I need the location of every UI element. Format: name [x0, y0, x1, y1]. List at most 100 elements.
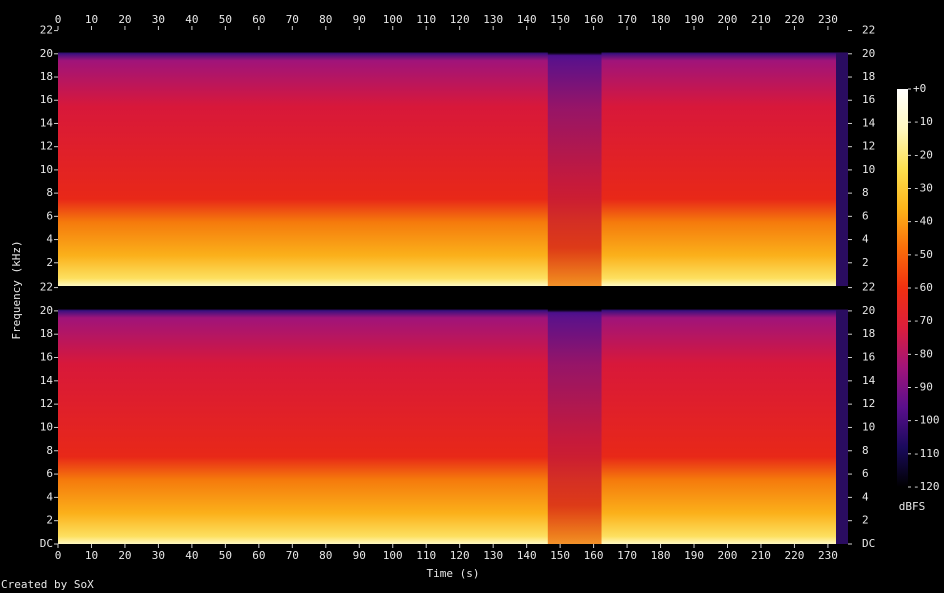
x-tick-label: 20 [118, 549, 131, 562]
colorbar-tick-label: -80 [913, 347, 933, 360]
x-tick-label: 210 [751, 13, 771, 26]
x-tick-label: 50 [219, 13, 232, 26]
x-tick-label: 20 [118, 13, 131, 26]
y-tick-label: 12 [40, 397, 53, 410]
x-tick-label: 170 [617, 549, 637, 562]
y-tick-label: 4 [862, 490, 869, 503]
x-tick-label: 110 [416, 549, 436, 562]
colorbar-tick-label: -40 [913, 215, 933, 228]
y-tick-label: 22 [862, 24, 875, 37]
x-tick-label: 30 [152, 13, 165, 26]
y-tick-label: 22 [40, 24, 53, 37]
x-tick-label: 200 [718, 13, 738, 26]
x-tick-label: 0 [55, 13, 62, 26]
y-tick-label: DC [862, 537, 875, 550]
x-tick-label: 140 [517, 549, 537, 562]
y-tick-label: 4 [46, 233, 53, 246]
x-tick-label: 230 [818, 13, 838, 26]
x-tick-label: 90 [353, 549, 366, 562]
y-tick-label: DC [40, 537, 53, 550]
spectrogram-channel [58, 287, 848, 544]
colorbar-tick-label: -50 [913, 248, 933, 261]
x-tick-label: 150 [550, 13, 570, 26]
y-tick-label: 8 [862, 186, 869, 199]
y-tick-label: 10 [40, 420, 53, 433]
colorbar-tick-label: -10 [913, 115, 933, 128]
y-tick-label: 18 [862, 327, 875, 340]
y-tick-label: 12 [40, 140, 53, 153]
x-tick-label: 70 [286, 13, 299, 26]
quiet-section [547, 287, 602, 544]
spectrogram-area [58, 30, 848, 544]
tail-fade [836, 53, 848, 286]
y-tick-label: 22 [862, 281, 875, 294]
footer: Created by SoX [1, 578, 94, 591]
x-tick-label: 40 [185, 13, 198, 26]
x-axis-label: Time (s) [427, 567, 480, 580]
x-tick-label: 130 [483, 13, 503, 26]
y-tick-label: 12 [862, 397, 875, 410]
colorbar-tick-label: +0 [913, 82, 926, 95]
x-tick-label: 200 [718, 549, 738, 562]
x-tick-label: 170 [617, 13, 637, 26]
y-tick-label: 10 [862, 163, 875, 176]
y-tick-label: 16 [40, 351, 53, 364]
x-tick-label: 160 [584, 13, 604, 26]
x-tick-label: 50 [219, 549, 232, 562]
colorbar-tick-label: -90 [913, 381, 933, 394]
y-tick-label: 2 [46, 256, 53, 269]
x-tick-label: 150 [550, 549, 570, 562]
colorbar-tick-label: -60 [913, 281, 933, 294]
y-tick-label: 2 [46, 514, 53, 527]
y-tick-label: 2 [862, 256, 869, 269]
x-tick-label: 120 [450, 13, 470, 26]
y-tick-label: 14 [40, 374, 54, 387]
x-tick-label: 220 [785, 549, 805, 562]
x-tick-label: 190 [684, 13, 704, 26]
x-tick-label: 220 [785, 13, 805, 26]
quiet-section [547, 30, 602, 286]
x-tick-label: 120 [450, 549, 470, 562]
x-tick-label: 90 [353, 13, 366, 26]
x-tick-label: 140 [517, 13, 537, 26]
y-tick-label: 20 [862, 304, 875, 317]
y-tick-label: 10 [40, 163, 53, 176]
y-tick-label: 6 [46, 467, 53, 480]
x-tick-label: 60 [252, 549, 265, 562]
colorbar-tick-label: -70 [913, 314, 933, 327]
y-tick-label: 12 [862, 140, 875, 153]
x-tick-label: 210 [751, 549, 771, 562]
colorbar-tick-label: -20 [913, 148, 933, 161]
y-tick-label: 16 [862, 93, 875, 106]
colorbar-tick-label: -110 [913, 447, 940, 460]
x-tick-label: 230 [818, 549, 838, 562]
y-tick-label: 4 [46, 490, 53, 503]
x-tick-label: 70 [286, 549, 299, 562]
x-tick-label: 80 [319, 549, 332, 562]
x-tick-label: 60 [252, 13, 265, 26]
y-tick-label: 6 [46, 209, 53, 222]
colorbar-label: dBFS [899, 500, 926, 513]
y-tick-label: 16 [40, 93, 53, 106]
x-tick-label: 180 [651, 549, 671, 562]
y-tick-label: 14 [40, 116, 54, 129]
y-tick-label: 6 [862, 209, 869, 222]
tail-fade [836, 310, 848, 544]
x-tick-label: 0 [55, 549, 62, 562]
y-tick-label: 10 [862, 420, 875, 433]
y-tick-label: 2 [862, 514, 869, 527]
y-tick-label: 8 [862, 444, 869, 457]
x-tick-label: 130 [483, 549, 503, 562]
colorbar-tick-label: -120 [913, 480, 940, 493]
x-tick-label: 10 [85, 13, 98, 26]
y-tick-label: 6 [862, 467, 869, 480]
x-tick-label: 110 [416, 13, 436, 26]
y-tick-label: 18 [40, 70, 53, 83]
y-tick-label: 18 [862, 70, 875, 83]
y-tick-label: 20 [40, 304, 53, 317]
spectrogram-channel [58, 30, 848, 286]
y-tick-label: 8 [46, 444, 53, 457]
colorbar-tick-label: -30 [913, 182, 933, 195]
y-tick-label: 8 [46, 186, 53, 199]
x-tick-label: 10 [85, 549, 98, 562]
